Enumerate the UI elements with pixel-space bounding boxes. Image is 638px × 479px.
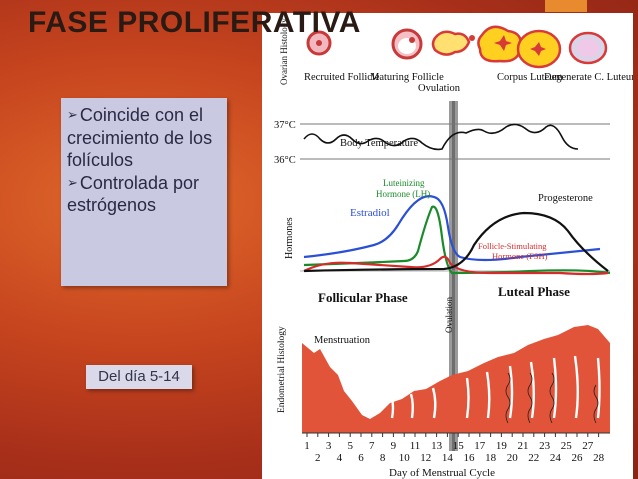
day-tick-label: 4 (337, 452, 343, 464)
lh-curve (303, 205, 611, 275)
day-tick-label: 12 (420, 452, 431, 464)
day-tick-label: 5 (347, 440, 353, 452)
day-tick-label: 7 (369, 440, 375, 452)
body-temperature-label: Body Temperature (340, 138, 418, 149)
day-tick-label: 14 (442, 452, 454, 464)
lh-label-line2: Hormone (LH) (376, 189, 430, 199)
stage-label: Recruited Follicle (304, 72, 380, 83)
day-tick-label: 24 (550, 452, 562, 464)
bullet-list: ➢ Coincide con el crecimiento de los folí… (67, 104, 223, 217)
day-tick-label: 16 (464, 452, 476, 464)
luteal-phase-label: Luteal Phase (498, 284, 570, 299)
temp-36-label: 36°C (274, 155, 296, 166)
estradiol-curve (303, 195, 601, 262)
day-tick-label: 21 (518, 440, 529, 452)
hormones-label: Hormones (284, 217, 295, 259)
day-tick-label: 1 (304, 440, 310, 452)
ovulating-follicle-icon (431, 30, 475, 56)
day-tick-label: 26 (572, 452, 584, 464)
bullet-text: Controlada por estrógenos (67, 172, 199, 216)
corpus-luteum-icon (477, 25, 522, 63)
bullet-item: ➢ Controlada por estrógenos (67, 172, 223, 217)
fsh-label-line2: Hormone (FSH) (492, 251, 548, 261)
degenerate-corpus-luteum-icon (568, 31, 608, 65)
stage-label: Ovulation (418, 83, 461, 94)
stage-label: Corpus Luteum (497, 72, 563, 83)
day-tick-label: 9 (391, 440, 397, 452)
progesterone-label: Progesterone (538, 193, 593, 204)
endometrial-histology-label: Endometrial Histology (277, 326, 287, 413)
progesterone-curve (303, 211, 609, 273)
day-tick-label: 2 (315, 452, 321, 464)
bullet-item: ➢ Coincide con el crecimiento de los folí… (67, 104, 223, 172)
slide-title: FASE PROLIFERATIVA (28, 6, 361, 39)
estradiol-label: Estradiol (350, 207, 390, 219)
fsh-curve (303, 255, 609, 276)
body-temperature-curve (303, 123, 579, 151)
stage-label: Maturing Follicle (370, 72, 444, 83)
day-tick-label: 6 (358, 452, 364, 464)
day-tick-label: 25 (561, 440, 573, 452)
lh-label-line1: Luteinizing Hormone (LH) (376, 178, 430, 199)
day-tick-label: 10 (399, 452, 411, 464)
arrow-bullet-icon: ➢ (67, 174, 78, 190)
day-ticks: 1234567891011121314151617181920212223242… (304, 433, 605, 464)
day-tick-label: 13 (431, 440, 443, 452)
menstruation-label: Menstruation (314, 335, 371, 346)
follicular-phase-label: Follicular Phase (318, 290, 408, 305)
lh-label: Luteinizing (383, 178, 425, 188)
recruited-follicle-icon (306, 30, 332, 56)
day-tick-label: 22 (528, 452, 539, 464)
stage-label: Degenerate C. Luteum (544, 72, 633, 83)
temp-37-label: 37°C (274, 120, 296, 131)
corpus-luteum-icon-2 (516, 29, 562, 69)
day-tick-label: 23 (539, 440, 551, 452)
day-tick-label: 28 (593, 452, 605, 464)
day-tick-label: 8 (380, 452, 386, 464)
day-tick-label: 18 (485, 452, 497, 464)
ovulation-vertical-label: Ovulation (444, 297, 454, 333)
day-tick-label: 27 (582, 440, 594, 452)
day-tick-label: 17 (474, 440, 486, 452)
endometrial-glands (390, 355, 601, 419)
x-axis-label: Day of Menstrual Cycle (389, 467, 495, 479)
day-tick-label: 20 (507, 452, 518, 464)
fsh-label: Follicle-Stimulating (478, 241, 547, 251)
diagram-svg: Ovarian Histology Recruited Folli (274, 18, 633, 479)
menstrual-cycle-diagram: Ovarian Histology Recruited Folli (262, 13, 633, 479)
spiral-arteries (505, 372, 599, 424)
ovarian-histology-label: Ovarian Histology (279, 18, 289, 85)
day-tick-label: 15 (453, 440, 465, 452)
arrow-bullet-icon: ➢ (67, 107, 78, 122)
day-tick-label: 19 (496, 440, 508, 452)
maturing-follicle-icon (391, 28, 423, 60)
day-range-badge: Del día 5-14 (86, 365, 192, 389)
day-tick-label: 11 (410, 440, 421, 452)
bullet-text: Coincide con el crecimiento de los folíc… (67, 105, 213, 170)
accent-bar (545, 0, 587, 12)
bullet-box: ➢ Coincide con el crecimiento de los folí… (61, 98, 227, 286)
day-tick-label: 3 (326, 440, 332, 452)
ovulation-band-core (452, 101, 455, 451)
